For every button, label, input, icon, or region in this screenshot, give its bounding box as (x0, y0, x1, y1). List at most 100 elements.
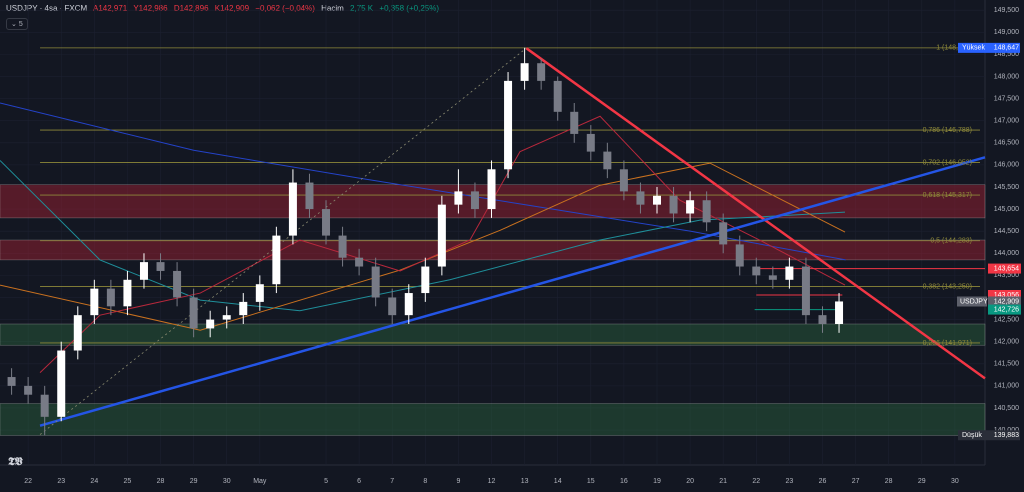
x-tick-label: 24 (90, 478, 98, 485)
symbol-tag-bg (957, 296, 987, 307)
x-tick-label: 12 (488, 478, 496, 485)
x-tick-label: 15 (587, 478, 595, 485)
candle-body (255, 284, 264, 302)
trendline (39, 156, 986, 427)
candle-body (7, 377, 16, 386)
candle-body (487, 169, 496, 210)
candle-body (735, 244, 744, 267)
volume-change: +0,358 (+0,25%) (379, 4, 439, 13)
fib-label: 0,236 (141,971) (923, 340, 972, 347)
moving-average (0, 162, 846, 331)
candle-body (222, 315, 231, 320)
x-tick-label: 22 (24, 478, 32, 485)
x-tick-label: 29 (918, 478, 926, 485)
x-tick-label: 9 (456, 478, 460, 485)
header: USDJPY · 4sa · FXCM A142,971 Y142,986 D1… (6, 4, 443, 13)
candle-body (139, 262, 148, 280)
candle-body (603, 151, 612, 170)
zone (0, 323, 986, 346)
candle-body (355, 257, 364, 267)
fib-label: 0,5 (144,283) (930, 238, 972, 245)
badge-value: 148,647 (994, 45, 1019, 52)
price-tag: 143,056 (994, 292, 1019, 299)
candle-body (768, 275, 777, 280)
x-tick-label: 13 (521, 478, 529, 485)
y-tick-label: 141,500 (994, 361, 1019, 368)
price-tag: 143,654 (994, 265, 1019, 272)
candle-body (470, 191, 479, 210)
badge-value: 139,883 (994, 432, 1019, 439)
y-tick-label: 149,000 (994, 29, 1019, 36)
x-tick-label: 16 (620, 478, 628, 485)
candle-body (454, 191, 463, 205)
candle-body (636, 191, 645, 205)
candle-body (173, 270, 182, 298)
y-tick-label: 140,500 (994, 405, 1019, 412)
candle-body (57, 350, 66, 417)
x-tick-label: 23 (57, 478, 65, 485)
labels: 149,500 149,000 148,500 148,000 147,500 147,0… (24, 7, 1021, 485)
badge-bg (958, 430, 1020, 441)
y-tick-label: 149,500 (994, 7, 1019, 14)
y-tick-label: 141,000 (994, 383, 1019, 390)
candle-body (404, 293, 413, 316)
ohlc-open: A142,971 (92, 4, 128, 13)
y-tick-label: 148,500 (994, 51, 1019, 58)
candles (7, 47, 844, 436)
candle-body (90, 288, 99, 316)
y-tick-label: 148,000 (994, 73, 1019, 80)
volume-label: Hacim (321, 4, 344, 13)
candle-body (421, 266, 430, 294)
x-tick-label: 21 (719, 478, 727, 485)
candle-body (752, 266, 761, 276)
fib-label: 0,786 (146,788) (923, 127, 972, 134)
candle-body (619, 169, 628, 192)
candle-body (520, 63, 529, 81)
x-tick-label: 27 (852, 478, 860, 485)
candle-body (371, 266, 380, 298)
fib-label: 0,382 (143,250) (923, 283, 972, 290)
y-tick-label: 144,000 (994, 250, 1019, 257)
trendline (525, 47, 986, 380)
x-tick-label: 6 (357, 478, 361, 485)
candle-body (719, 222, 728, 245)
candle-body (106, 288, 115, 307)
candle-body (586, 133, 595, 152)
zone (0, 403, 986, 436)
price-tag: 142,909 (994, 298, 1019, 305)
candle-body (570, 111, 579, 134)
ohlc-high: Y142,986 (133, 4, 168, 13)
candle-body (504, 80, 513, 170)
change: −0,062 (−0,04%) (255, 4, 315, 13)
volume: 2,75 K (350, 4, 374, 13)
candle-body (24, 385, 33, 395)
candle-body (288, 182, 297, 236)
y-tick-label: 142,000 (994, 339, 1019, 346)
y-tick-label: 147,500 (994, 95, 1019, 102)
symbol-tag: USDJPY (960, 298, 988, 305)
indicator-count: 5 (18, 21, 23, 28)
x-tick-label: 28 (885, 478, 893, 485)
y-tick-label: 142,500 (994, 316, 1019, 323)
candle-body (73, 315, 82, 351)
logo: 𝕿𝖁 (8, 456, 24, 468)
candle-body (206, 319, 215, 329)
candle-body (239, 301, 248, 316)
fib-label: 0,702 (146,052) (923, 159, 972, 166)
candle-body (818, 315, 827, 324)
candle-body (305, 182, 314, 210)
y-tick-label: 145,000 (994, 206, 1019, 213)
x-tick-label: 19 (653, 478, 661, 485)
candle-body (156, 262, 165, 271)
candle-body (801, 266, 810, 316)
x-tick-label: 25 (124, 478, 132, 485)
y-tick-label: 144,500 (994, 228, 1019, 235)
fib-label: 1 (148,647) (936, 45, 972, 52)
indicator-toggle[interactable]: ⌄ 5 (6, 18, 28, 30)
price-tag: 142,726 (994, 306, 1019, 313)
candle-body (669, 195, 678, 214)
y-tick-label: 146,000 (994, 162, 1019, 169)
moving-average (0, 102, 846, 261)
price-tag-bg (988, 290, 1021, 301)
